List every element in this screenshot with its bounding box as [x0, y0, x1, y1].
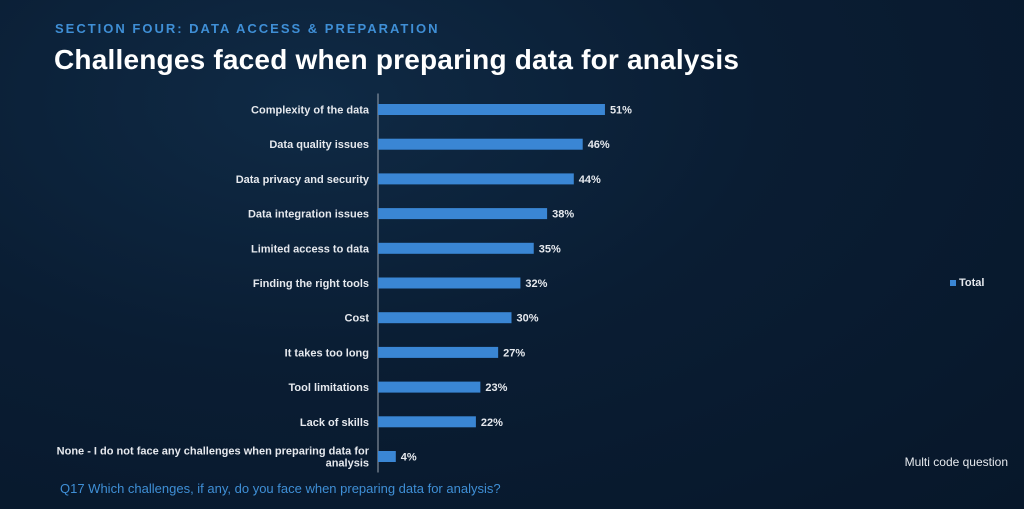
bar: [378, 451, 396, 462]
bar: [378, 104, 605, 115]
category-label: None - I do not face any challenges when…: [57, 446, 370, 470]
bar: [378, 277, 521, 289]
data-label: 30%: [517, 313, 539, 325]
legend-swatch: [950, 280, 956, 286]
category-label: Lack of skills: [300, 417, 369, 429]
bar: [378, 346, 499, 358]
data-label: 35%: [539, 243, 561, 255]
category-label: Data quality issues: [269, 139, 369, 151]
data-label: 44%: [579, 174, 601, 186]
category-label: Data integration issues: [248, 209, 369, 221]
category-label: Complexity of the data: [251, 105, 370, 117]
category-label: It takes too long: [285, 347, 369, 359]
chart-legend: Total: [950, 277, 984, 289]
bar: [378, 242, 534, 254]
bar: [378, 312, 512, 324]
category-label: Limited access to data: [251, 243, 370, 255]
data-label: 51%: [610, 105, 632, 117]
bar: [378, 416, 476, 428]
data-label: 4%: [401, 452, 417, 464]
page-title: Challenges faced when preparing data for…: [54, 44, 740, 75]
bar: [378, 208, 548, 220]
survey-question: Q17 Which challenges, if any, do you fac…: [60, 481, 501, 496]
data-label: 23%: [485, 382, 507, 394]
category-label: Finding the right tools: [253, 278, 369, 290]
category-label: Data privacy and security: [236, 174, 370, 186]
data-label: 32%: [525, 278, 547, 290]
data-label: 22%: [481, 417, 503, 429]
data-label: 27%: [503, 347, 525, 359]
data-label: 38%: [552, 209, 574, 221]
category-label: Tool limitations: [289, 382, 369, 394]
question-type-note: Multi code question: [904, 455, 1008, 469]
bar: [378, 381, 481, 393]
bar: [378, 138, 583, 150]
section-label: SECTION FOUR: DATA ACCESS & PREPARATION: [55, 21, 440, 36]
data-label: 46%: [588, 139, 610, 151]
legend-label: Total: [959, 277, 985, 289]
category-label: Cost: [345, 313, 370, 325]
bar: [378, 173, 574, 185]
